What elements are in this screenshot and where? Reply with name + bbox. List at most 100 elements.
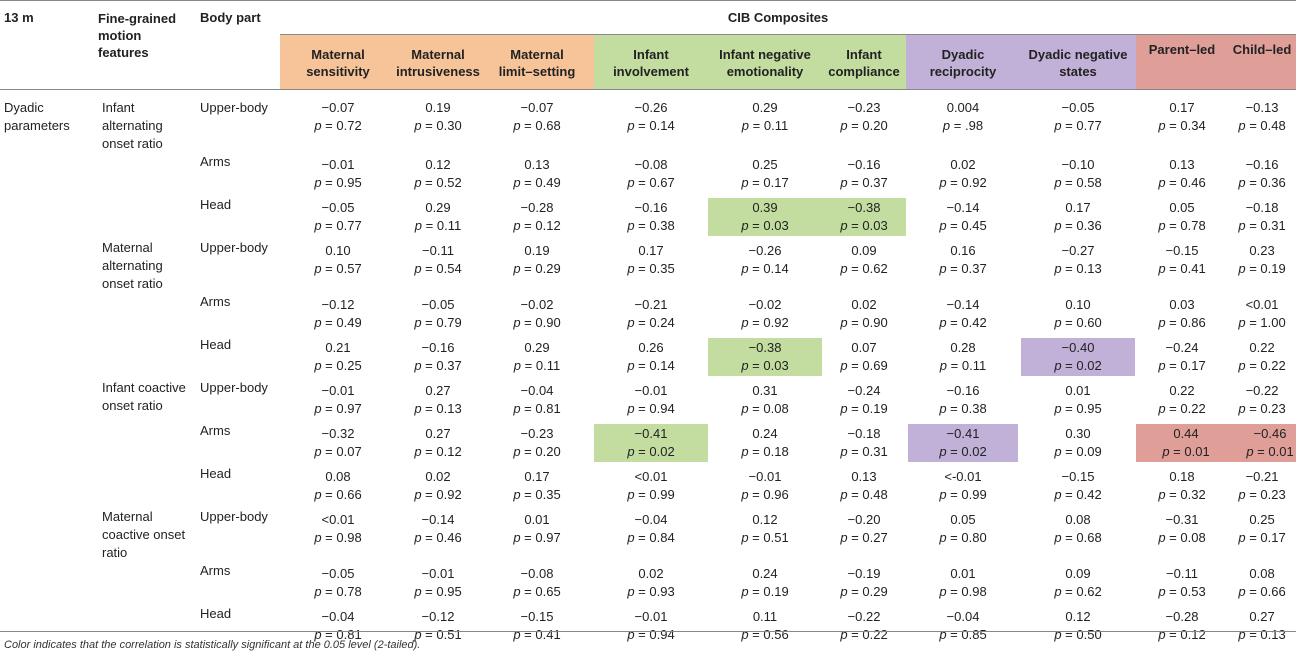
p-number: 0.95 (1076, 401, 1102, 416)
body-part-cell: Arms (200, 563, 231, 578)
p-equals: = (1061, 218, 1077, 233)
correlation-value: −0.01 (748, 469, 782, 484)
value-holder: −0.28 p = 0.12 (513, 199, 560, 235)
p-symbol: p (840, 218, 848, 233)
p-number: 0.01 (1184, 444, 1210, 459)
p-symbol: p (414, 118, 422, 133)
p-symbol: p (627, 175, 635, 190)
value-cell: −0.41 p = 0.02 (594, 422, 708, 465)
composite-header-7: Dyadic negative states (1020, 34, 1136, 90)
value-holder: −0.01 p = 0.94 (627, 608, 674, 644)
p-symbol: p (741, 218, 749, 233)
p-value: p = 0.20 (840, 117, 887, 135)
table-body: Dyadic parameters Infant alternating onset r… (0, 90, 1296, 649)
p-equals: = (1165, 315, 1181, 330)
composite-header-0: Maternal sensitivity (280, 34, 396, 90)
p-number: 0.51 (763, 530, 789, 545)
p-equals: = (1245, 358, 1261, 373)
p-symbol: p (414, 175, 422, 190)
p-equals: = (1245, 487, 1261, 502)
p-value: p = 0.60 (1054, 314, 1101, 332)
correlation-value: 0.25 (752, 157, 778, 172)
feature-group-label-line: alternating (102, 258, 163, 273)
p-number: 0.97 (535, 530, 561, 545)
value-holder: −0.18 p = 0.31 (1238, 199, 1285, 235)
p-number: 0.34 (1180, 118, 1206, 133)
section-cell (0, 379, 98, 422)
p-equals: = (634, 444, 650, 459)
correlation-value: −0.15 (520, 609, 554, 624)
p-symbol: p (1054, 487, 1062, 502)
p-equals: = (1061, 487, 1077, 502)
correlation-value: 0.01 (1065, 383, 1091, 398)
p-equals: = (946, 175, 962, 190)
p-equals: = (748, 358, 764, 373)
p-equals: = (1245, 627, 1261, 642)
value-cell: −0.04 p = 0.81 (280, 605, 396, 648)
value-cell: −0.04 p = 0.85 (906, 605, 1020, 648)
value-holder: 0.02 p = 0.93 (627, 565, 674, 601)
p-symbol: p (1158, 315, 1166, 330)
feature-group-cell (98, 336, 200, 379)
p-number: 0.53 (1180, 584, 1206, 599)
p-equals: = (1165, 218, 1181, 233)
p-value: p = 0.78 (1158, 217, 1205, 235)
correlation-value: 0.05 (1169, 200, 1195, 215)
p-equals: = (946, 444, 962, 459)
value-cell: −0.05 p = 0.77 (1020, 90, 1136, 154)
p-value: p = 0.03 (822, 217, 906, 235)
value-holder: −0.14 p = 0.46 (414, 511, 461, 547)
p-value: p = 0.12 (414, 443, 461, 461)
p-equals: = (847, 261, 863, 276)
p-symbol: p (741, 627, 749, 642)
p-value: p = 0.62 (840, 260, 887, 278)
value-holder: 0.27 p = 0.12 (414, 425, 461, 461)
composite-header-line1: Child–led (1232, 42, 1292, 57)
p-value: p = 0.41 (513, 626, 560, 644)
p-value: p = 0.36 (1238, 174, 1285, 192)
p-number: 0.86 (1180, 315, 1206, 330)
section-cell (0, 422, 98, 465)
feature-group-cell (98, 293, 200, 336)
value-cell: <0.01 p = 0.98 (280, 508, 396, 562)
value-cell: 0.004 p = .98 (906, 90, 1020, 154)
p-number: 0.90 (862, 315, 888, 330)
p-number: .98 (964, 118, 984, 133)
p-symbol: p (627, 401, 635, 416)
p-number: 0.77 (336, 218, 362, 233)
p-value: p = 0.25 (314, 357, 361, 375)
feature-group-cell: Maternal coactive onset ratio (98, 508, 200, 562)
value-holder: −0.32 p = 0.07 (314, 425, 361, 461)
correlation-value: −0.26 (748, 243, 782, 258)
value-cell: 0.25 p = 0.17 (1228, 508, 1296, 562)
value-cell: −0.05 p = 0.79 (396, 293, 480, 336)
value-cell: −0.16 p = 0.36 (1228, 153, 1296, 196)
p-symbol: p (939, 401, 947, 416)
p-equals: = (634, 315, 650, 330)
p-equals: = (634, 627, 650, 642)
value-cell: −0.21 p = 0.24 (594, 293, 708, 336)
value-cell: 0.29 p = 0.11 (396, 196, 480, 239)
p-number: 0.29 (535, 261, 561, 276)
value-holder: −0.02 p = 0.92 (741, 296, 788, 332)
p-number: 0.45 (961, 218, 987, 233)
value-cell: 0.02 p = 0.90 (822, 293, 906, 336)
p-value: p = 0.12 (513, 217, 560, 235)
correlation-value: −0.21 (634, 297, 668, 312)
feature-group-label-line: onset ratio (102, 398, 163, 413)
value-cell: 0.05 p = 0.78 (1136, 196, 1228, 239)
value-cell: 0.13 p = 0.49 (480, 153, 594, 196)
p-value: p = 0.01 (1136, 443, 1236, 461)
p-equals: = (946, 487, 962, 502)
correlation-value: −0.16 (421, 340, 455, 355)
p-value: p = 0.29 (840, 583, 887, 601)
feature-group-label-line: onset ratio (102, 276, 163, 291)
p-equals: = (421, 358, 437, 373)
correlation-value: 0.44 (1173, 426, 1199, 441)
value-holder: −0.24 p = 0.19 (840, 382, 887, 418)
correlation-value: 0.29 (752, 100, 778, 115)
correlation-value: 0.01 (524, 512, 550, 527)
value-holder: −0.19 p = 0.29 (840, 565, 887, 601)
value-cell: 0.17 p = 0.36 (1020, 196, 1136, 239)
